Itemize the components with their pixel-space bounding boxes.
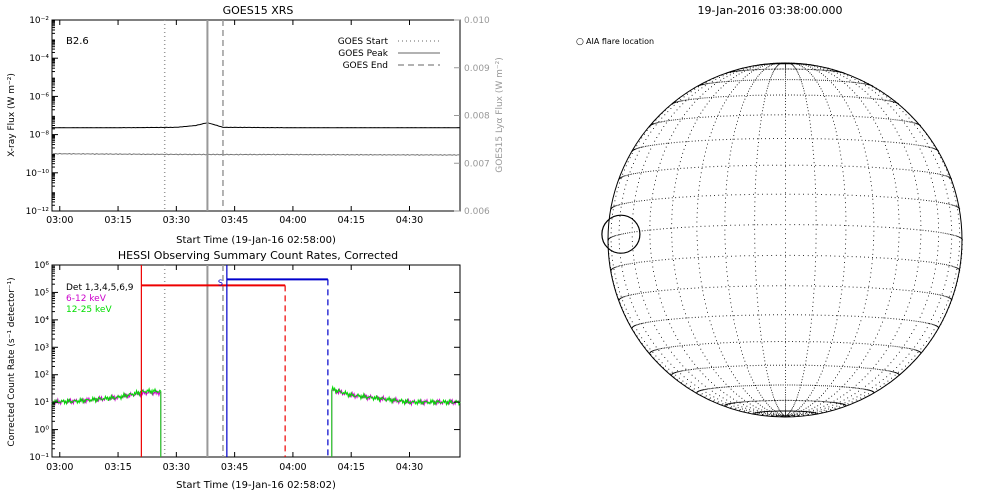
- goes-lines: [51, 122, 461, 156]
- goes-x-tick-label: 03:00: [46, 215, 73, 226]
- goes-y-tick-label: 10⁻¹⁰: [26, 169, 50, 179]
- hessi-x-tick-label: 03:00: [46, 462, 73, 473]
- goes-xlabel: Start Time (19-Jan-16 02:58:00): [176, 235, 336, 246]
- goes-title: GOES15 XRS: [223, 4, 294, 17]
- hessi-x-axis: 03:00 03:15 03:30 03:45 04:00 04:15 04:30: [46, 265, 423, 473]
- hessi-y-tick-label: 10⁰: [34, 426, 49, 436]
- hessi-y-tick-label: 10⁴: [34, 316, 49, 326]
- hessi-marker-label: S: [218, 278, 223, 287]
- hessi-x-tick-label: 03:15: [104, 462, 131, 473]
- goes-x-tick-label: 04:15: [338, 215, 365, 226]
- goes-y2-tick-label: 0.007: [464, 159, 490, 169]
- hessi-legend-entry: 12-25 keV: [66, 305, 112, 315]
- hessi-y-tick-label: 10¹: [34, 398, 49, 408]
- hessi-x-tick-label: 04:30: [396, 462, 423, 473]
- goes-y-tick-label: 10⁻¹²: [26, 207, 50, 217]
- goes-y2label: GOES15 Lyα Flux (W m⁻²): [495, 57, 505, 173]
- goes-y-tick-label: 10⁻²: [29, 16, 49, 26]
- hessi-y-tick-label: 10⁻¹: [29, 453, 49, 463]
- hessi-panel: HESSI Observing Summary Count Rates, Cor…: [7, 249, 461, 491]
- hessi-y-tick-label: 10²: [34, 371, 49, 381]
- goes-legend-label: GOES Start: [338, 37, 389, 47]
- goes-legend-label: GOES End: [343, 61, 388, 71]
- goes-x-tick-label: 04:30: [396, 215, 423, 226]
- goes-y2-tick-label: 0.008: [464, 112, 490, 122]
- hessi-series-1-segment: [331, 387, 461, 457]
- hessi-title: HESSI Observing Summary Count Rates, Cor…: [118, 249, 398, 262]
- hessi-xlabel: Start Time (19-Jan-16 02:58:02): [176, 480, 336, 491]
- goes-legend-label: GOES Peak: [338, 49, 388, 59]
- hessi-x-tick-label: 04:15: [338, 462, 365, 473]
- sun-map-title: 19-Jan-2016 03:38:00.000: [698, 4, 843, 17]
- goes-y2-tick-label: 0.010: [464, 16, 490, 26]
- hessi-x-tick-label: 04:00: [279, 462, 306, 473]
- hessi-plot-frame: [51, 264, 461, 458]
- hessi-legend-entry: Det 1,3,4,5,6,9: [66, 283, 134, 293]
- flare-legend-symbol: ○: [576, 37, 584, 47]
- goes-annotation: B2.6: [66, 36, 89, 47]
- hessi-event-lines: [163, 265, 224, 457]
- hessi-y-tick-label: 10⁵: [34, 288, 49, 298]
- hessi-lines: [51, 385, 461, 457]
- goes-series-line-1: [51, 122, 461, 129]
- goes-x-tick-label: 03:45: [221, 215, 248, 226]
- goes-y2-tick-label: 0.006: [464, 207, 490, 217]
- goes-x-tick-label: 03:15: [104, 215, 131, 226]
- goes-x-tick-label: 04:00: [279, 215, 306, 226]
- goes-y2-axis: 0.006 0.007 0.008 0.009 0.010: [454, 16, 490, 217]
- goes-y-tick-label: 10⁻⁴: [29, 54, 49, 64]
- goes-series-line-2: [52, 152, 461, 156]
- goes-y2-tick-label: 0.009: [464, 64, 490, 74]
- hessi-attenuator-markers: S: [140, 265, 329, 457]
- hessi-series-2-segment: [331, 385, 461, 457]
- goes-y-tick-label: 10⁻⁶: [29, 92, 49, 102]
- hessi-y-tick-label: 10⁶: [34, 261, 49, 271]
- goes-legend: GOES Start GOES Peak GOES End: [338, 37, 440, 71]
- grid-dots: [608, 62, 963, 417]
- hessi-x-tick-label: 03:45: [221, 462, 248, 473]
- hessi-ylabel: Corrected Count Rate (s⁻¹ detector⁻¹): [7, 277, 17, 446]
- hessi-legend-entry: 6-12 keV: [66, 294, 107, 304]
- hessi-y-axis: 10⁻¹ 10⁰ 10¹ 10² 10³ 10⁴ 10⁵ 10⁶: [29, 261, 460, 463]
- hessi-y-tick-label: 10³: [34, 343, 49, 353]
- sun-map-legend: ○ AIA flare location: [576, 37, 654, 47]
- goes-y-tick-label: 10⁻⁸: [29, 131, 49, 141]
- goes-ylabel: X-ray Flux (W m⁻²): [7, 73, 17, 157]
- goes-x-axis: 03:00 03:15 03:30 03:45 04:00 04:15 04:30: [46, 20, 423, 226]
- hessi-x-tick-label: 03:30: [163, 462, 190, 473]
- sun-map-panel: 19-Jan-2016 03:38:00.000 ○ AIA flare loc…: [576, 4, 963, 418]
- flare-location-marker: [601, 214, 641, 254]
- heliographic-grid: [608, 62, 963, 417]
- goes-x-tick-label: 03:30: [163, 215, 190, 226]
- goes-plot-frame: [51, 19, 461, 212]
- hessi-series-2-segment: [51, 387, 162, 457]
- goes-y-axis: 10⁻¹² 10⁻¹⁰ 10⁻⁸ 10⁻⁶ 10⁻⁴ 10⁻²: [26, 16, 58, 217]
- goes-event-lines: [163, 20, 224, 211]
- flare-legend-label: AIA flare location: [586, 37, 654, 46]
